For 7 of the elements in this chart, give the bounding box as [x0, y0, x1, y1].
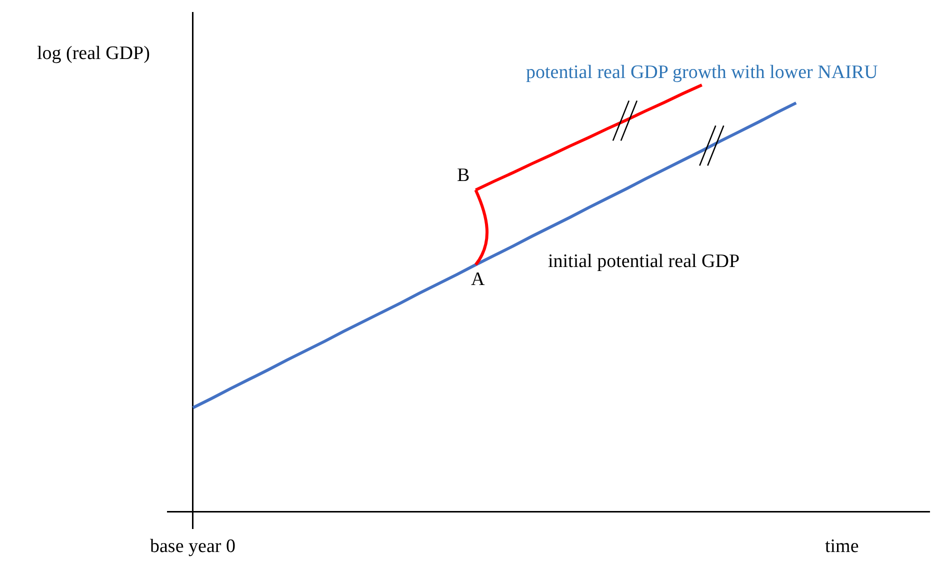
annotation: A	[471, 269, 485, 290]
text: base year 0	[150, 536, 236, 557]
y-axis-title: log (real GDP)	[37, 43, 150, 64]
x-axis-title: time	[825, 536, 859, 557]
series-label: initial potential real GDP	[548, 251, 740, 272]
text: potential real GDP growth with lower NAIRU	[526, 62, 878, 83]
annotation: B	[457, 165, 470, 186]
